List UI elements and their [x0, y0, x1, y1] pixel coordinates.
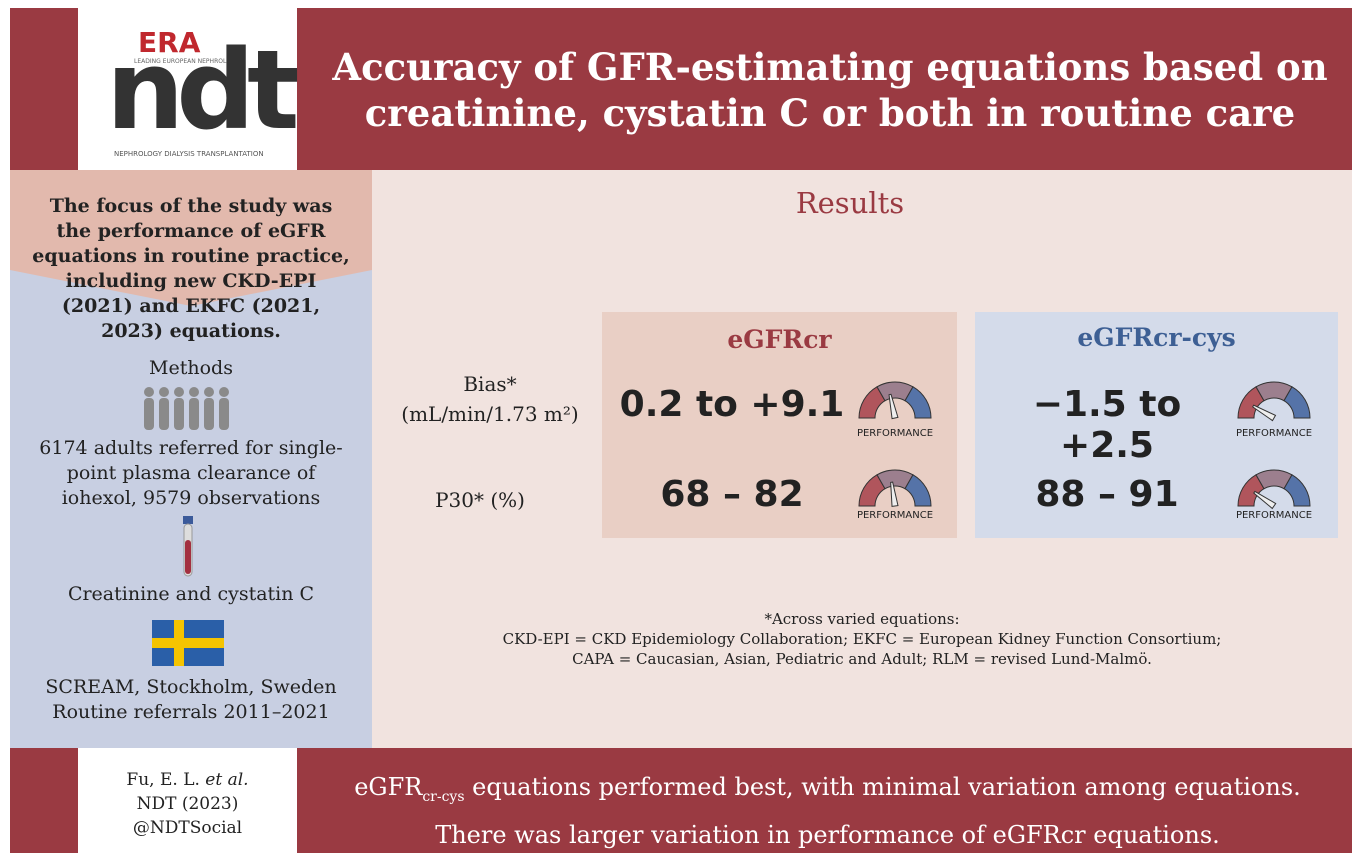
footnote-line: CAPA = Caucasian, Asian, Pediatric and A…: [372, 649, 1352, 669]
panel-title: eGFRcr-cys: [975, 323, 1338, 352]
logo-footer: NEPHROLOGY DIALYSIS TRANSPLANTATION: [114, 150, 264, 158]
page: ERA LEADING EUROPEAN NEPHROLOGY ndt NEPH…: [0, 0, 1358, 853]
footnote-line: CKD-EPI = CKD Epidemiology Collaboration…: [372, 629, 1352, 649]
logo-box: ERA LEADING EUROPEAN NEPHROLOGY ndt NEPH…: [78, 0, 297, 170]
gauge-label: PERFORMANCE: [845, 510, 945, 521]
egfr: eGFR: [354, 773, 422, 801]
authors: Fu, E. L.: [126, 770, 205, 790]
bias-value: 0.2 to +9.1: [612, 384, 852, 425]
bias-value: −1.5 to +2.5: [982, 384, 1232, 466]
gauge-label: PERFORMANCE: [1224, 510, 1324, 521]
setting-line-2: Routine referrals 2011–2021: [30, 700, 352, 725]
panel-title: eGFRcr: [602, 325, 957, 354]
row-label: P30* (%): [380, 488, 580, 512]
citation-handle: @NDTSocial: [78, 816, 297, 840]
conclusion-line: There was larger variation in performanc…: [305, 816, 1350, 854]
footnote-line: *Across varied equations:: [372, 609, 1352, 629]
row-label: Bias*: [380, 372, 600, 396]
footnote: *Across varied equations: CKD-EPI = CKD …: [372, 609, 1352, 669]
logo-main: ndt: [106, 30, 292, 150]
row-label: (mL/min/1.73 m²): [380, 402, 600, 426]
citation: Fu, E. L. et al. NDT (2023) @NDTSocial: [78, 748, 297, 853]
people-icon: [140, 386, 230, 432]
population-text: 6174 adults referred for single-point pl…: [30, 436, 352, 511]
citation-journal: NDT (2023): [78, 792, 297, 816]
setting-line-1: SCREAM, Stockholm, Sweden: [30, 675, 352, 700]
conclusion-line: eGFRcr-cys equations performed best, wit…: [305, 768, 1350, 816]
gauge-label: PERFORMANCE: [845, 428, 945, 439]
text: equations performed best, with minimal v…: [465, 773, 1301, 801]
conclusion: eGFRcr-cys equations performed best, wit…: [305, 768, 1350, 854]
title: Accuracy of GFR-estimating equations bas…: [330, 44, 1330, 136]
results-heading: Results: [372, 186, 1328, 220]
methods-heading: Methods: [30, 356, 352, 381]
tube-icon: [178, 516, 198, 580]
gauge-label: PERFORMANCE: [1224, 428, 1324, 439]
citation-authors: Fu, E. L. et al.: [78, 768, 297, 792]
focus-text: The focus of the study was the performan…: [30, 194, 352, 344]
sweden-flag: [152, 620, 224, 666]
et-al: et al.: [205, 770, 248, 790]
subscript: cr-cys: [422, 789, 464, 805]
samples-text: Creatinine and cystatin C: [30, 582, 352, 607]
p30-value: 68 – 82: [612, 474, 852, 515]
p30-value: 88 – 91: [982, 474, 1232, 515]
